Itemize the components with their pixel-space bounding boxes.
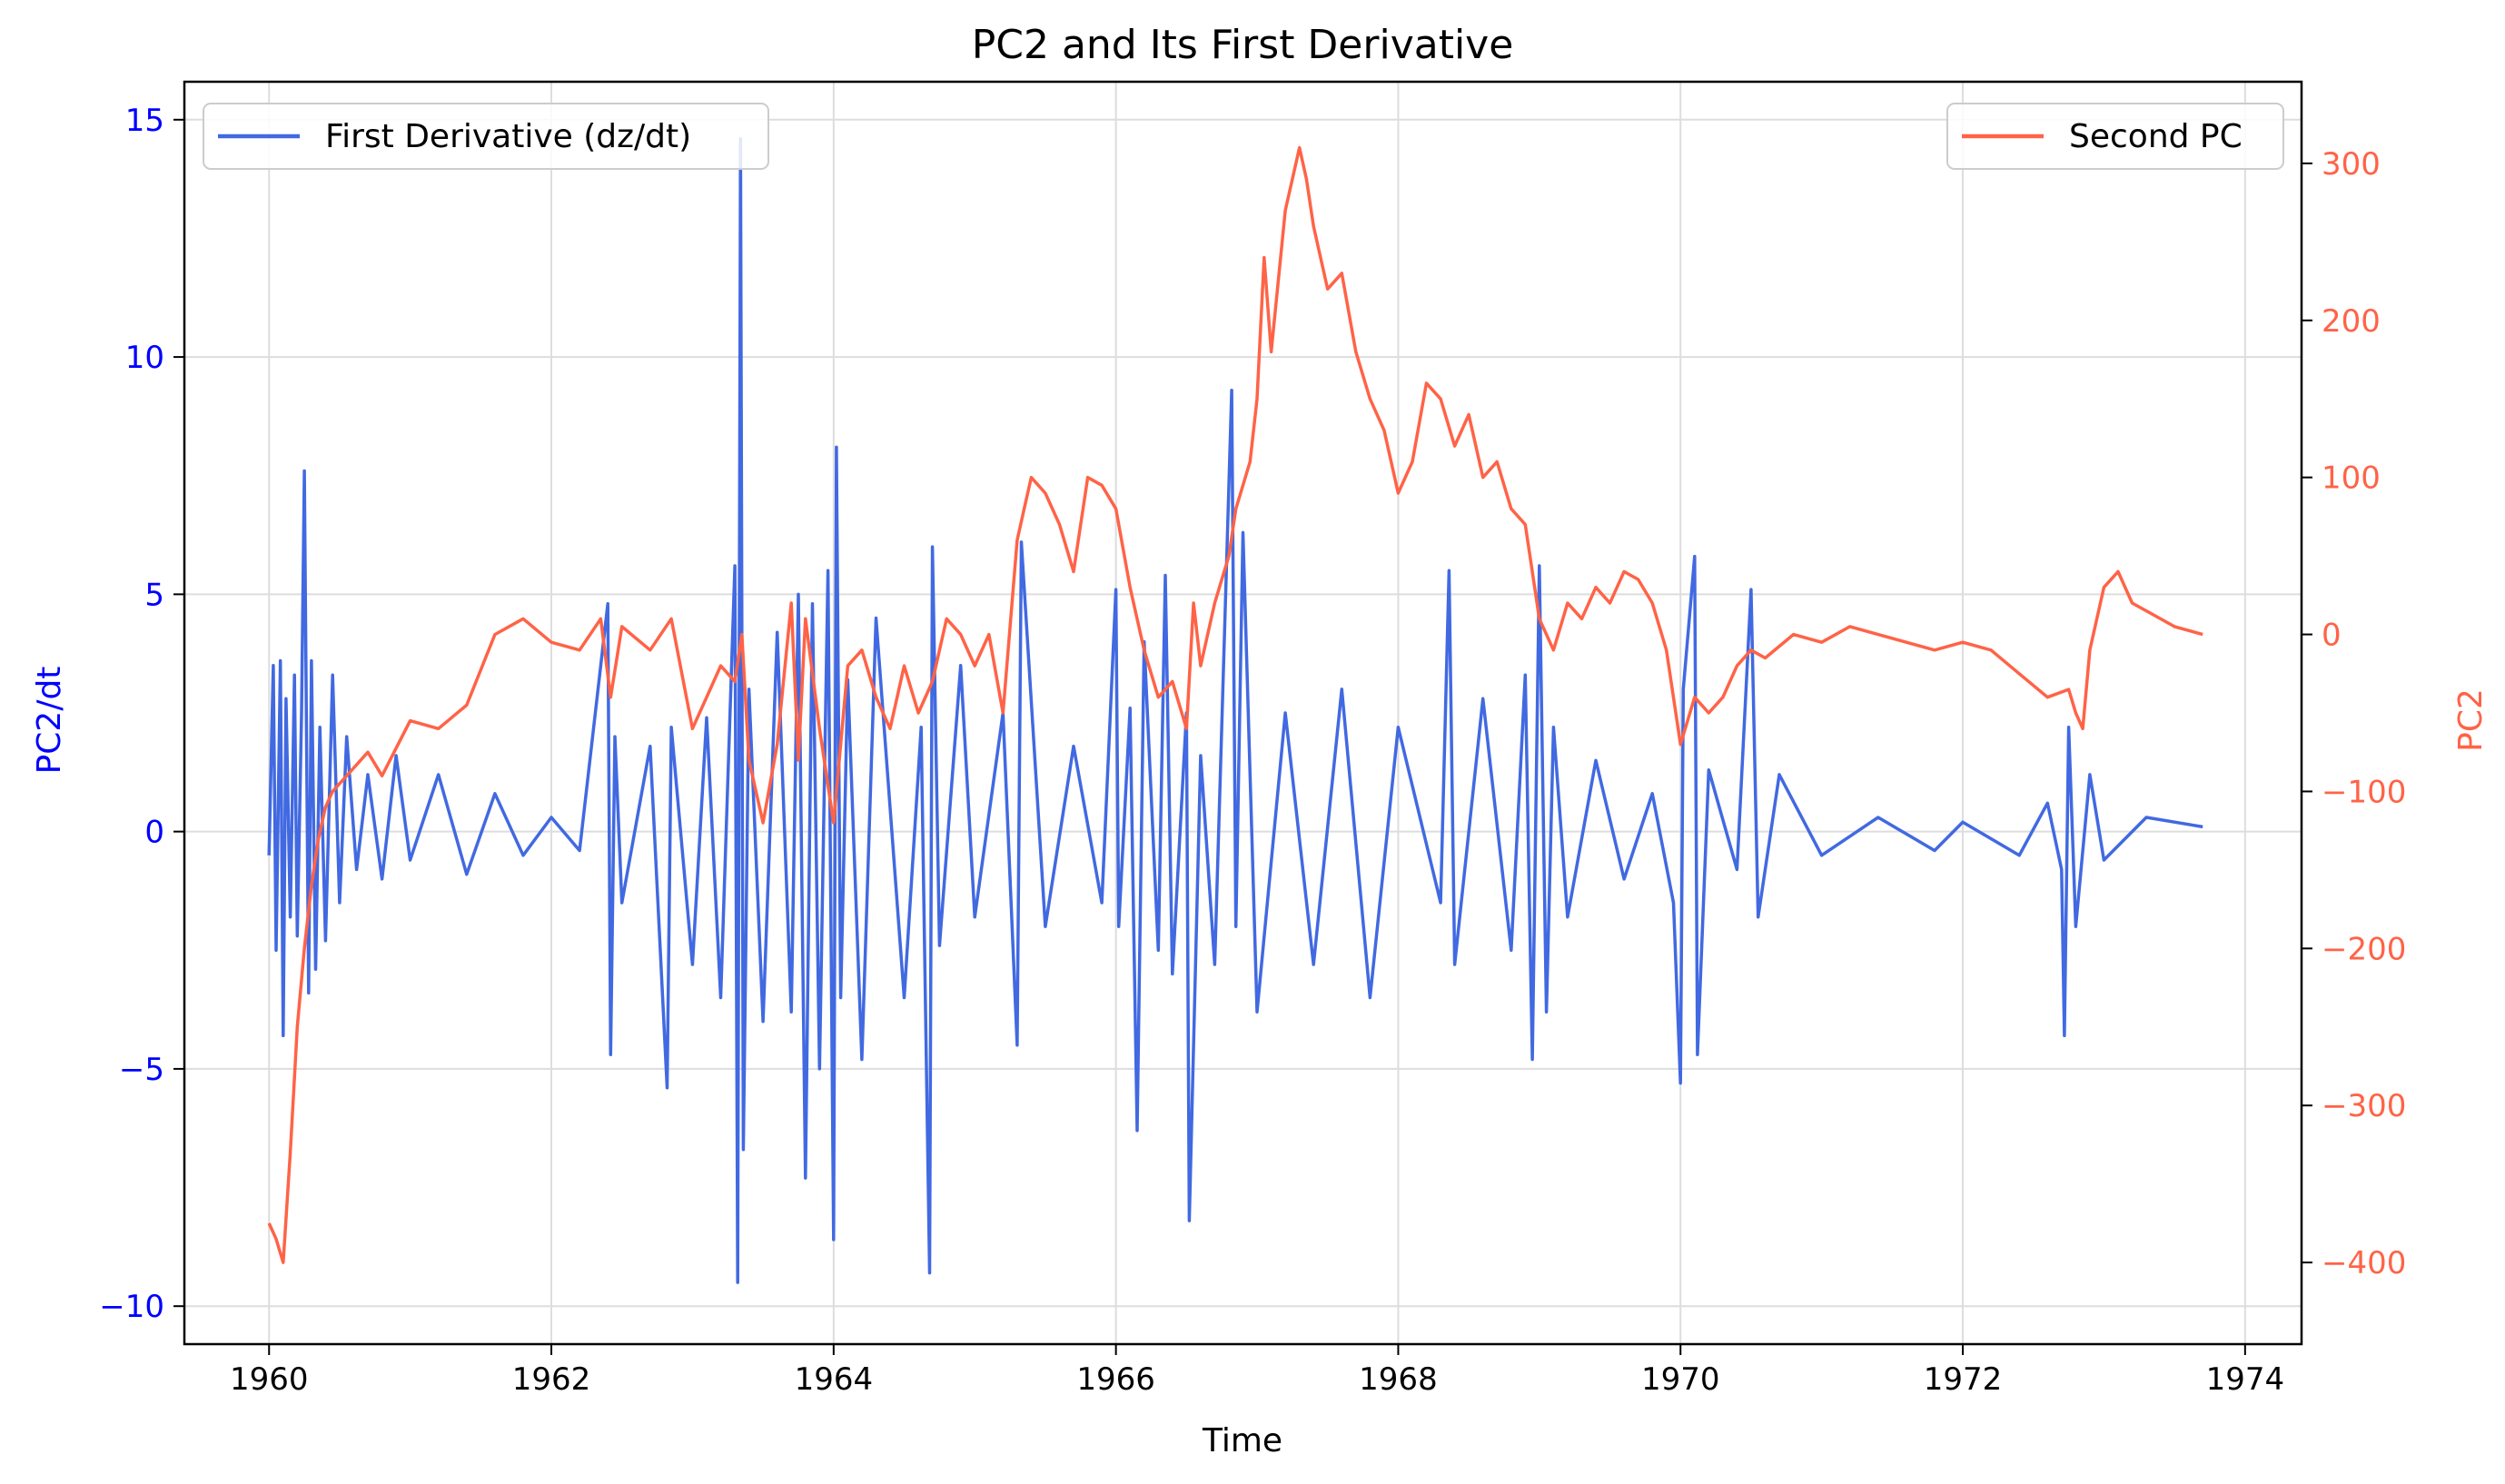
right-axis-label: PC2 <box>2452 688 2490 752</box>
right-y-axis: −400 −300 −200 −100 0 100 200 300 <box>2302 146 2406 1281</box>
right-tick-label-1: −300 <box>2322 1088 2406 1124</box>
right-tick-label-7: 300 <box>2322 146 2381 183</box>
x-tick-label-1: 1962 <box>512 1361 591 1398</box>
right-tick-label-0: −400 <box>2322 1245 2406 1281</box>
series-line-derivative <box>267 136 2203 1284</box>
series-lines <box>267 136 2203 1284</box>
x-tick-label-2: 1964 <box>795 1361 874 1398</box>
x-tick-label-0: 1960 <box>230 1361 309 1398</box>
right-tick-label-5: 100 <box>2322 460 2381 497</box>
series-line-pc <box>267 145 2203 1264</box>
legend-pc-label: Second PC <box>2069 118 2243 155</box>
left-tick-label-4: 10 <box>125 340 164 376</box>
x-axis: 1960 1962 1964 1966 1968 1970 1972 1974 <box>230 1344 2284 1398</box>
x-tick-label-3: 1966 <box>1076 1361 1155 1398</box>
right-tick-label-2: −200 <box>2322 931 2406 967</box>
plot-frame <box>183 80 2303 1346</box>
left-tick-label-3: 5 <box>144 577 164 613</box>
left-axis-label: PC2/dt <box>31 667 68 775</box>
x-axis-label: Time <box>1202 1422 1282 1459</box>
left-tick-label-0: −10 <box>99 1289 164 1325</box>
right-tick-label-6: 200 <box>2322 303 2381 340</box>
legend-pc-box <box>1946 103 2284 170</box>
x-tick-label-4: 1968 <box>1359 1361 1438 1398</box>
legend-pc: Second PC <box>1946 103 2284 170</box>
x-tick-label-6: 1972 <box>1924 1361 2003 1398</box>
x-tick-label-7: 1974 <box>2206 1361 2285 1398</box>
left-tick-label-2: 0 <box>144 815 164 851</box>
chart-title: PC2 and Its First Derivative <box>972 22 1514 68</box>
right-tick-label-4: 0 <box>2322 618 2342 654</box>
legend-derivative: First Derivative (dz/dt) <box>203 103 769 170</box>
right-tick-label-3: −100 <box>2322 774 2406 810</box>
legend-derivative-box <box>203 103 769 170</box>
x-tick-label-5: 1970 <box>1641 1361 1720 1398</box>
left-tick-label-1: −5 <box>119 1052 164 1088</box>
legend-derivative-label: First Derivative (dz/dt) <box>325 118 691 155</box>
left-y-axis: −10 −5 0 5 10 15 <box>99 103 184 1325</box>
left-tick-label-5: 15 <box>125 103 164 139</box>
